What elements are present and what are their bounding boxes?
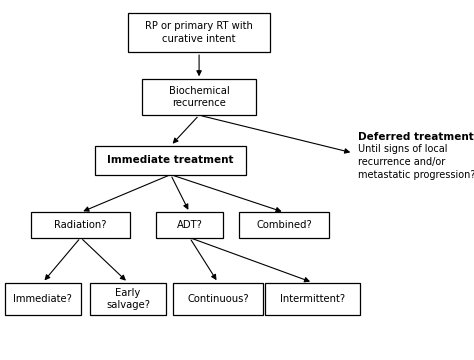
Text: RP or primary RT with
curative intent: RP or primary RT with curative intent bbox=[145, 21, 253, 44]
Text: Immediate treatment: Immediate treatment bbox=[108, 155, 234, 165]
Text: Until signs of local
recurrence and/or
metastatic progression?: Until signs of local recurrence and/or m… bbox=[358, 144, 474, 180]
FancyBboxPatch shape bbox=[128, 13, 270, 52]
Text: Continuous?: Continuous? bbox=[187, 294, 249, 304]
Text: Immediate?: Immediate? bbox=[13, 294, 72, 304]
Text: Intermittent?: Intermittent? bbox=[280, 294, 346, 304]
Text: Biochemical
recurrence: Biochemical recurrence bbox=[169, 86, 229, 108]
FancyBboxPatch shape bbox=[173, 283, 263, 315]
FancyBboxPatch shape bbox=[265, 283, 360, 315]
Text: Radiation?: Radiation? bbox=[55, 220, 107, 230]
Text: Combined?: Combined? bbox=[256, 220, 312, 230]
FancyBboxPatch shape bbox=[31, 212, 130, 238]
FancyBboxPatch shape bbox=[156, 212, 223, 238]
Text: Deferred treatment: Deferred treatment bbox=[358, 132, 474, 142]
Text: ADT?: ADT? bbox=[177, 220, 202, 230]
FancyBboxPatch shape bbox=[90, 283, 166, 315]
FancyBboxPatch shape bbox=[95, 146, 246, 175]
FancyBboxPatch shape bbox=[239, 212, 329, 238]
FancyBboxPatch shape bbox=[5, 283, 81, 315]
FancyBboxPatch shape bbox=[142, 79, 256, 115]
Text: Early
salvage?: Early salvage? bbox=[106, 288, 150, 310]
